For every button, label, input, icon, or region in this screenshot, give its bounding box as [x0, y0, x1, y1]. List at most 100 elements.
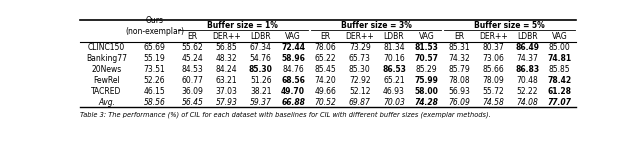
Text: 59.37: 59.37	[250, 98, 272, 107]
Text: LDBR: LDBR	[517, 32, 538, 41]
Text: 85.30: 85.30	[349, 65, 371, 74]
Text: 37.03: 37.03	[216, 87, 237, 96]
Text: 81.53: 81.53	[415, 43, 438, 52]
Text: 85.31: 85.31	[448, 43, 470, 52]
Text: 73.06: 73.06	[482, 54, 504, 63]
Text: 45.24: 45.24	[181, 54, 203, 63]
Text: 85.79: 85.79	[448, 65, 470, 74]
Text: FewRel: FewRel	[93, 76, 120, 85]
Text: 46.15: 46.15	[143, 87, 165, 96]
Text: 46.93: 46.93	[383, 87, 405, 96]
Text: Buffer size = 5%: Buffer size = 5%	[474, 21, 545, 30]
Text: 85.85: 85.85	[549, 65, 571, 74]
Text: 48.32: 48.32	[216, 54, 237, 63]
Text: 77.07: 77.07	[548, 98, 572, 107]
Text: 67.34: 67.34	[250, 43, 272, 52]
Text: 60.77: 60.77	[181, 76, 204, 85]
Text: 81.34: 81.34	[383, 43, 405, 52]
Text: DER++: DER++	[212, 32, 241, 41]
Text: Ours
(non-exemplar): Ours (non-exemplar)	[125, 16, 184, 36]
Text: 49.70: 49.70	[281, 87, 305, 96]
Text: 84.24: 84.24	[216, 65, 237, 74]
Text: VAG: VAG	[285, 32, 301, 41]
Text: VAG: VAG	[419, 32, 435, 41]
Text: LDBR: LDBR	[384, 32, 404, 41]
Text: 78.42: 78.42	[548, 76, 572, 85]
Text: 66.88: 66.88	[281, 98, 305, 107]
Text: Banking77: Banking77	[86, 54, 127, 63]
Text: 52.22: 52.22	[516, 87, 538, 96]
Text: ER: ER	[454, 32, 464, 41]
Text: 49.66: 49.66	[315, 87, 337, 96]
Text: 51.26: 51.26	[250, 76, 271, 85]
Text: 85.66: 85.66	[483, 65, 504, 74]
Text: 63.21: 63.21	[216, 76, 237, 85]
Text: 85.00: 85.00	[549, 43, 571, 52]
Text: LDBR: LDBR	[250, 32, 271, 41]
Text: 86.83: 86.83	[515, 65, 540, 74]
Text: Buffer size = 3%: Buffer size = 3%	[340, 21, 412, 30]
Text: 70.16: 70.16	[383, 54, 405, 63]
Text: 78.06: 78.06	[315, 43, 337, 52]
Text: 65.69: 65.69	[143, 43, 165, 52]
Text: ER: ER	[321, 32, 331, 41]
Text: DER++: DER++	[346, 32, 374, 41]
Text: 74.37: 74.37	[516, 54, 538, 63]
Text: 74.28: 74.28	[415, 98, 438, 107]
Text: 58.56: 58.56	[143, 98, 165, 107]
Text: 78.09: 78.09	[483, 76, 504, 85]
Text: 73.29: 73.29	[349, 43, 371, 52]
Text: Table 3: The performance (%) of CIL for each dataset with baselines for CIL with: Table 3: The performance (%) of CIL for …	[80, 112, 491, 118]
Text: 84.76: 84.76	[282, 65, 304, 74]
Text: 74.81: 74.81	[548, 54, 572, 63]
Text: 58.00: 58.00	[415, 87, 438, 96]
Text: 54.76: 54.76	[250, 54, 272, 63]
Text: 55.62: 55.62	[181, 43, 203, 52]
Text: 36.09: 36.09	[181, 87, 204, 96]
Text: DER++: DER++	[479, 32, 508, 41]
Text: 74.20: 74.20	[315, 76, 337, 85]
Text: 61.28: 61.28	[548, 87, 572, 96]
Text: Avg.: Avg.	[98, 98, 115, 107]
Text: 65.21: 65.21	[383, 76, 405, 85]
Text: 70.52: 70.52	[315, 98, 337, 107]
Text: CLINC150: CLINC150	[88, 43, 125, 52]
Text: 70.48: 70.48	[516, 76, 538, 85]
Text: 80.37: 80.37	[483, 43, 504, 52]
Text: 72.44: 72.44	[281, 43, 305, 52]
Text: 78.08: 78.08	[448, 76, 470, 85]
Text: 20News: 20News	[92, 65, 122, 74]
Text: 75.99: 75.99	[415, 76, 438, 85]
Text: TACRED: TACRED	[92, 87, 122, 96]
Text: 74.08: 74.08	[516, 98, 538, 107]
Text: 86.53: 86.53	[382, 65, 406, 74]
Text: 52.12: 52.12	[349, 87, 371, 96]
Text: 57.93: 57.93	[216, 98, 237, 107]
Text: 74.32: 74.32	[448, 54, 470, 63]
Text: 84.53: 84.53	[181, 65, 203, 74]
Text: 68.56: 68.56	[281, 76, 305, 85]
Text: 70.57: 70.57	[415, 54, 438, 63]
Text: 72.92: 72.92	[349, 76, 371, 85]
Text: 56.93: 56.93	[448, 87, 470, 96]
Text: 85.45: 85.45	[315, 65, 337, 74]
Text: 65.73: 65.73	[349, 54, 371, 63]
Text: 85.30: 85.30	[249, 65, 273, 74]
Text: 76.09: 76.09	[448, 98, 470, 107]
Text: 58.96: 58.96	[281, 54, 305, 63]
Text: 38.21: 38.21	[250, 87, 271, 96]
Text: 85.29: 85.29	[415, 65, 437, 74]
Text: Buffer size = 1%: Buffer size = 1%	[207, 21, 278, 30]
Text: 56.85: 56.85	[216, 43, 237, 52]
Text: VAG: VAG	[552, 32, 568, 41]
Text: 74.58: 74.58	[482, 98, 504, 107]
Text: 70.03: 70.03	[383, 98, 405, 107]
Text: 69.87: 69.87	[349, 98, 371, 107]
Text: 55.19: 55.19	[143, 54, 165, 63]
Text: 73.51: 73.51	[143, 65, 165, 74]
Text: 52.26: 52.26	[143, 76, 165, 85]
Text: 86.49: 86.49	[515, 43, 540, 52]
Text: 65.22: 65.22	[315, 54, 337, 63]
Text: 55.72: 55.72	[483, 87, 504, 96]
Text: 56.45: 56.45	[181, 98, 204, 107]
